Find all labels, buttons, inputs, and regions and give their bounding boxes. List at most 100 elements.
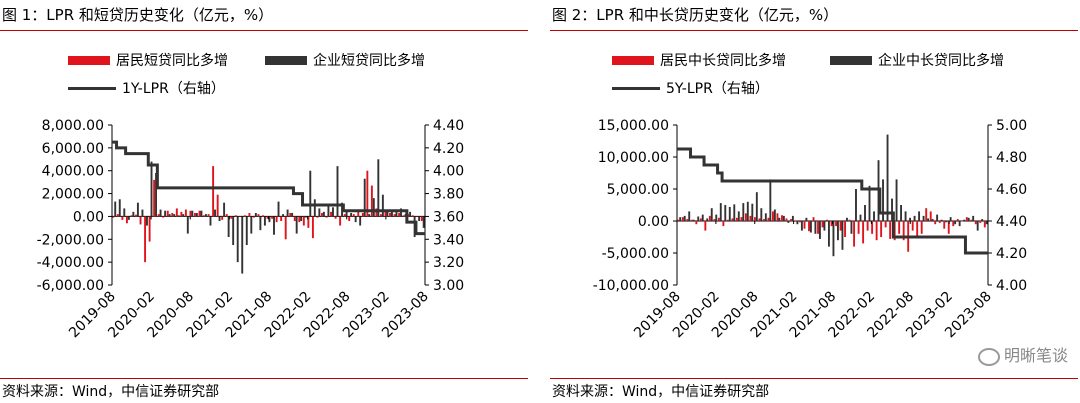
bar-enterprise <box>150 161 153 217</box>
bar-enterprise <box>300 216 303 221</box>
bar-enterprise <box>724 205 727 221</box>
bar-resident <box>125 216 128 224</box>
y-tick-label-left: -5,000.00 <box>602 246 669 262</box>
bar-resident <box>225 214 228 217</box>
bar-enterprise <box>922 215 925 221</box>
bar-resident <box>293 216 296 221</box>
bar-resident <box>135 214 137 217</box>
bar-enterprise <box>796 221 799 225</box>
y-tick-label-left: 2,000.00 <box>42 187 104 203</box>
bar-enterprise <box>146 216 148 226</box>
bar-resident <box>366 170 369 217</box>
bar-resident <box>821 221 824 228</box>
bar-resident <box>189 210 192 217</box>
bar-resident <box>708 215 711 221</box>
bar-resident <box>956 219 959 221</box>
bar-enterprise <box>245 216 248 245</box>
bar-resident <box>343 214 346 217</box>
bar-resident <box>857 221 860 234</box>
bar-enterprise <box>846 217 848 221</box>
y-tick-label-right: 4.20 <box>433 141 464 157</box>
bar-resident <box>116 214 119 217</box>
bar-enterprise <box>195 213 198 217</box>
bar-enterprise <box>236 216 239 263</box>
watermark: 明晰笔谈 <box>977 342 1068 366</box>
bar-resident <box>416 216 419 217</box>
bar-resident <box>726 219 729 221</box>
bar-enterprise <box>809 221 812 233</box>
bar-enterprise <box>751 203 754 221</box>
bar-enterprise <box>159 209 162 217</box>
bar-resident <box>781 215 783 221</box>
y-tick-label-right: 4.40 <box>996 214 1027 230</box>
y-tick-label-left: 15,000.00 <box>598 118 669 134</box>
bar-resident <box>184 209 187 217</box>
bar-resident <box>717 217 720 221</box>
bar-enterprise <box>377 159 380 217</box>
bar-enterprise <box>706 218 709 221</box>
legend-swatch-rate <box>612 86 660 90</box>
bar-enterprise <box>372 198 375 217</box>
y-tick-label-right: 3.00 <box>433 278 464 294</box>
bar-enterprise <box>764 213 767 221</box>
bar-enterprise <box>909 217 912 221</box>
bar-enterprise <box>304 216 307 218</box>
bar-resident <box>763 219 765 221</box>
y-tick-label-right: 3.80 <box>433 187 464 203</box>
bar-resident <box>234 215 237 217</box>
bar-resident <box>695 221 698 225</box>
bar-resident <box>321 213 323 217</box>
bar-enterprise <box>286 209 289 217</box>
bar-enterprise <box>855 189 857 221</box>
bar-enterprise <box>132 211 135 217</box>
bar-enterprise <box>182 214 185 217</box>
bar-enterprise <box>954 221 957 225</box>
bar-enterprise <box>715 214 718 221</box>
bar-resident <box>112 216 115 218</box>
bar-enterprise <box>868 185 871 221</box>
bar-resident <box>175 208 178 217</box>
bar-enterprise <box>746 201 749 221</box>
bar-enterprise <box>972 215 975 221</box>
y-tick-label-right: 3.20 <box>433 255 464 271</box>
bar-resident <box>808 221 810 232</box>
bar-enterprise <box>841 221 844 250</box>
y-tick-label-left: 0.00 <box>638 214 669 230</box>
y-tick-label-right: 4.00 <box>996 278 1027 294</box>
bar-enterprise <box>232 216 235 245</box>
bar-enterprise <box>832 221 835 257</box>
bar-enterprise <box>114 201 117 217</box>
title-divider <box>550 30 1078 31</box>
bar-enterprise <box>837 221 839 241</box>
chart-plot-area: -10,000.00 -5,000.00 0.00 5,000.00 10,000.00… <box>593 118 1027 341</box>
y-tick-label-left: 6,000.00 <box>42 141 104 157</box>
bar-resident <box>325 216 328 218</box>
bar-resident <box>348 216 351 221</box>
bar-enterprise <box>773 209 776 221</box>
bar-resident <box>266 216 269 219</box>
bar-enterprise <box>697 216 700 221</box>
title-divider <box>0 30 528 31</box>
source-note: 资料来源：Wind，中信证券研究部 <box>2 384 220 400</box>
bar-enterprise <box>701 214 704 221</box>
bar-enterprise <box>827 221 830 247</box>
legend-label-enterprise: 企业短贷同比多增 <box>313 53 425 69</box>
bar-enterprise <box>409 211 412 217</box>
bar-enterprise <box>850 221 853 234</box>
bar-resident <box>785 218 788 221</box>
bar-enterprise <box>164 210 167 217</box>
bar-resident <box>889 221 892 239</box>
bar-resident <box>162 216 165 218</box>
bar-resident <box>334 216 337 219</box>
bar-resident <box>704 221 707 231</box>
bar-enterprise <box>778 217 781 221</box>
bar-resident <box>970 219 973 221</box>
bar-resident <box>902 221 905 241</box>
bar-resident <box>965 217 968 221</box>
bar-enterprise <box>967 217 970 221</box>
bar-resident <box>307 216 310 228</box>
bar-resident <box>938 221 941 223</box>
bar-resident <box>844 221 847 237</box>
bar-resident <box>974 221 977 225</box>
bar-enterprise <box>336 166 339 217</box>
